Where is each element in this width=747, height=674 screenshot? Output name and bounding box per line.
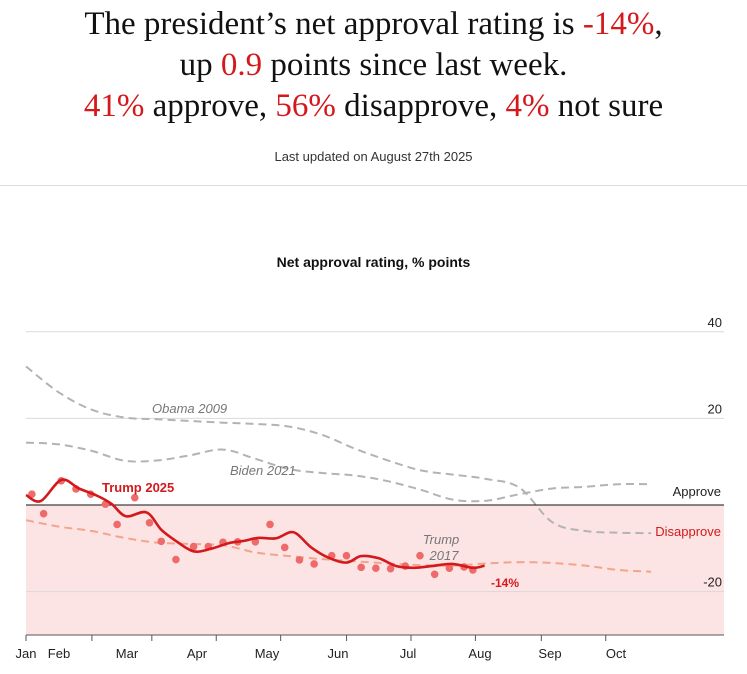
poll-dot [357, 563, 365, 572]
poll-dot [430, 570, 439, 579]
disapprove-value: 56% [275, 88, 336, 124]
poll-dot [172, 555, 180, 564]
headline-text: , [654, 6, 663, 42]
poll-dot [386, 564, 395, 573]
poll-dot [145, 518, 154, 527]
x-tick-label: Jan [16, 646, 37, 661]
x-tick-label: Sep [538, 646, 561, 661]
obama-2009-label: Obama 2009 [152, 401, 227, 416]
poll-dot [445, 564, 454, 573]
poll-dot [157, 537, 166, 546]
x-tick-label: Aug [468, 646, 491, 661]
y-tick-label: -20 [703, 575, 722, 590]
poll-dot [342, 551, 351, 560]
headline-line-2: up 0.9 points since last week. [0, 45, 747, 86]
x-tick-label: Apr [187, 646, 208, 661]
last-updated: Last updated on August 27th 2025 [274, 149, 473, 164]
x-tick-label: Jun [328, 646, 349, 661]
y-tick-label: 40 [708, 315, 722, 330]
poll-dot [310, 560, 318, 568]
trump-2017-year-label: 2017 [429, 548, 460, 563]
x-tick-label: May [255, 646, 280, 661]
series-line-biden-2021 [25, 441, 652, 503]
series-line-obama-2009 [25, 365, 652, 535]
poll-dot [372, 564, 380, 573]
x-tick-label: Jul [400, 646, 417, 661]
biden-2021-label: Biden 2021 [230, 463, 296, 478]
trump-2025-label: Trump 2025 [102, 480, 174, 495]
headline-text: The president’s net approval rating is [84, 6, 583, 42]
poll-dot [113, 520, 121, 529]
weekly-change-value: 0.9 [220, 47, 263, 83]
poll-dot [280, 543, 289, 552]
headline-text: disapprove, [335, 88, 506, 124]
chart-title: Net approval rating, % points [276, 254, 471, 270]
x-tick-label: Feb [48, 646, 70, 661]
headline: The president’s net approval rating is -… [0, 4, 747, 127]
poll-dot [266, 520, 274, 529]
approve-value: 41% [83, 88, 145, 124]
headline-text: up [179, 47, 221, 83]
not-sure-value: 4% [505, 88, 550, 124]
poll-dot [295, 556, 304, 564]
net-approval-value: -14% [582, 6, 655, 42]
y-tick-label: 20 [708, 401, 722, 416]
disapprove-label: Disapprove [655, 524, 721, 539]
poll-dot [28, 490, 36, 498]
series-line-trump-2025 [25, 478, 485, 570]
headline-text: approve, [144, 88, 276, 124]
headline-line-3: 41% approve, 56% disapprove, 4% not sure [0, 86, 747, 127]
approve-label: Approve [673, 484, 721, 499]
divider [0, 185, 747, 186]
poll-dot [130, 493, 139, 502]
headline-line-1: The president’s net approval rating is -… [0, 4, 747, 45]
poll-dot [189, 542, 198, 551]
headline-text: points since last week. [262, 47, 568, 83]
x-tick-label: Oct [606, 646, 627, 661]
x-tick-label: Mar [116, 646, 139, 661]
poll-dot [39, 509, 48, 518]
current-value-label: -14% [491, 576, 519, 590]
poll-dot [416, 551, 424, 560]
headline-text: not sure [549, 88, 664, 124]
trump-2017-label: Trump [423, 532, 460, 547]
